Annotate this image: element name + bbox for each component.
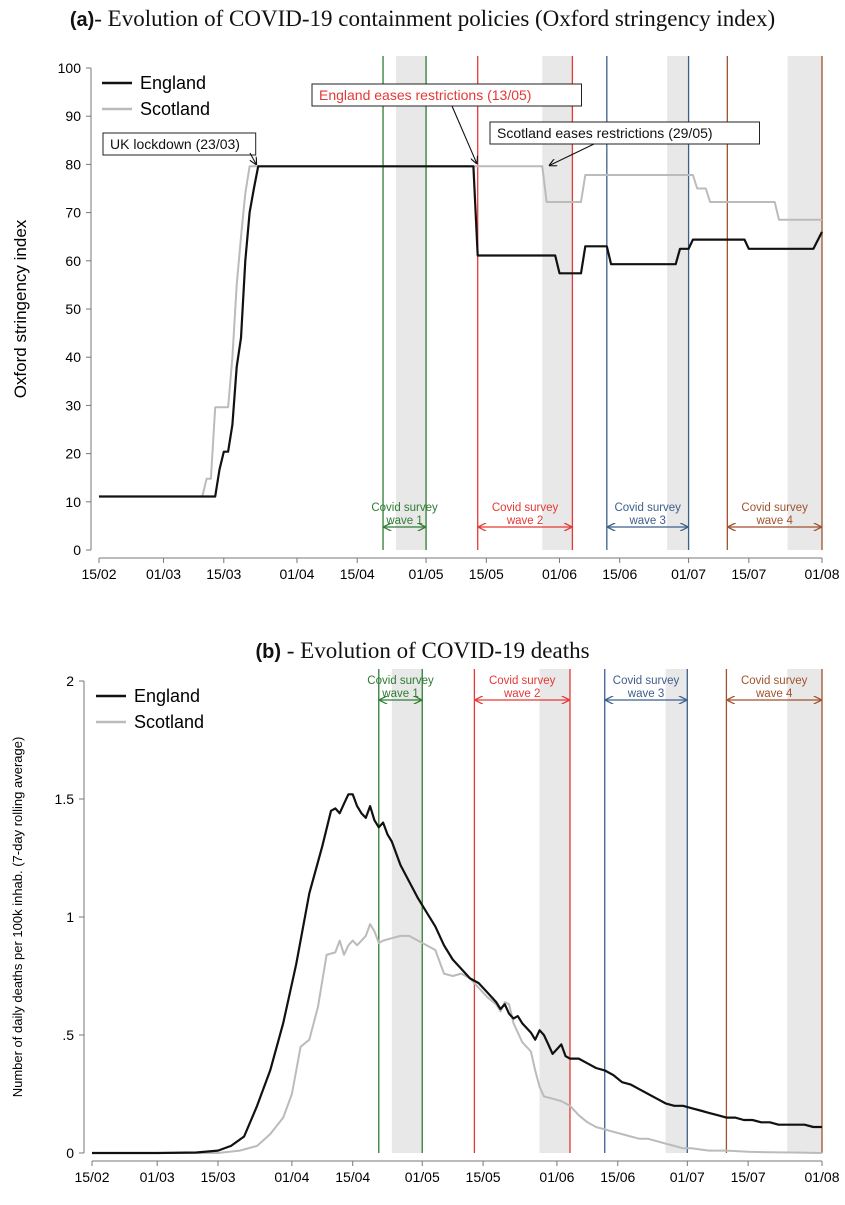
series-line-scotland: [92, 923, 823, 1154]
wave-4-shade: [787, 56, 822, 550]
panel-b-title-text: - Evolution of COVID-19 deaths: [281, 638, 590, 663]
y-tick-label: 80: [65, 156, 81, 172]
x-tick-label: 01/07: [671, 566, 706, 582]
y-tick-label: 0: [66, 1145, 74, 1161]
x-tick-label: 01/05: [409, 566, 444, 582]
deaths-chart: Covid survey wave 1 Covid survey wave 2 Covi…: [10, 669, 840, 1185]
annotation-england-eases-box: [311, 83, 582, 107]
y-tick-label: 10: [65, 494, 81, 510]
y-tick-label: 0: [73, 542, 81, 558]
panel-b-tag: (b): [255, 641, 281, 663]
legend-label-england: England: [134, 686, 200, 706]
x-tick-label: 01/05: [405, 1169, 440, 1185]
x-tick-label: 01/07: [670, 1169, 705, 1185]
x-tick-label: 15/04: [340, 566, 375, 582]
wave-1-label: Covid survey wave 1: [371, 502, 438, 527]
y-tick-label: 60: [65, 253, 81, 269]
annotation-uk-lockdown-arrow: [249, 152, 256, 164]
y-tick-label: 100: [58, 60, 82, 76]
y-tick-label: 2: [66, 673, 74, 689]
annotation-england-eases-arrow: [451, 105, 477, 163]
legend-label-scotland: Scotland: [134, 712, 204, 732]
wave-3-shade: [665, 669, 688, 1153]
x-tick-label: 15/07: [731, 566, 766, 582]
series-line-england: [99, 165, 823, 498]
x-tick-label: 15/03: [206, 566, 241, 582]
wave-1-shade: [395, 56, 427, 550]
y-axis-label: Oxford stringency index: [11, 219, 30, 398]
x-tick-label: 15/06: [600, 1169, 635, 1185]
panel-b-title: (b) - Evolution of COVID-19 deaths: [0, 638, 845, 664]
panel-a-title: (a)- Evolution of COVID-19 containment p…: [0, 6, 845, 32]
x-tick-label: 15/04: [335, 1169, 370, 1185]
legend-label-scotland: Scotland: [140, 99, 210, 119]
x-tick-label: 01/04: [279, 566, 314, 582]
y-tick-label: 40: [65, 349, 81, 365]
annotation-scotland-eases-text: Scotland eases restrictions (29/05): [497, 125, 713, 141]
x-tick-label: 01/06: [542, 566, 577, 582]
x-tick-label: 15/05: [466, 1169, 501, 1185]
wave-4-shade: [787, 669, 822, 1153]
x-tick-label: 01/03: [146, 566, 181, 582]
wave-4-label: Covid survey wave 4: [741, 502, 808, 527]
wave-2-label: Covid survey wave 2: [489, 675, 556, 700]
annotation-scotland-eases-box: [489, 121, 760, 145]
panel-a-title-text: - Evolution of COVID-19 containment poli…: [94, 6, 776, 31]
wave-3-shade: [667, 56, 689, 550]
x-tick-label: 01/04: [274, 1169, 309, 1185]
x-tick-label: 15/05: [469, 566, 504, 582]
wave-2-label: Covid survey wave 2: [492, 502, 559, 527]
y-tick-label: 1.5: [55, 791, 75, 807]
series-line-scotland: [99, 165, 822, 498]
wave-4-label: Covid survey wave 4: [741, 675, 808, 700]
y-tick-label: 20: [65, 446, 81, 462]
wave-3-label: Covid survey wave 3: [614, 502, 681, 527]
x-tick-label: 15/02: [81, 566, 116, 582]
annotation-england-eases-text: England eases restrictions (13/05): [319, 87, 531, 103]
y-tick-label: .5: [62, 1027, 74, 1043]
y-axis-label: Number of daily deaths per 100k inhab. (…: [10, 737, 25, 1098]
stringency-chart: Covid survey wave 1 Covid survey wave 2 Covi…: [11, 56, 840, 582]
x-tick-label: 15/07: [731, 1169, 766, 1185]
x-tick-label: 01/03: [140, 1169, 175, 1185]
x-tick-label: 15/02: [74, 1169, 109, 1185]
wave-1-shade: [391, 669, 423, 1153]
annotation-uk-lockdown-text: UK lockdown (23/03): [110, 136, 240, 152]
x-tick-label: 15/03: [200, 1169, 235, 1185]
x-tick-label: 01/08: [804, 566, 839, 582]
x-tick-label: 01/08: [804, 1169, 839, 1185]
series-line-england: [92, 793, 822, 1155]
x-tick-label: 01/06: [539, 1169, 574, 1185]
legend-label-england: England: [140, 73, 206, 93]
x-tick-label: 15/06: [602, 566, 637, 582]
annotation-uk-lockdown-box: [102, 132, 257, 156]
wave-2-shade: [539, 669, 570, 1153]
annotation-scotland-eases-arrow: [550, 143, 595, 165]
y-tick-label: 90: [65, 108, 81, 124]
wave-1-label: Covid survey wave 1: [367, 675, 434, 700]
wave-3-label: Covid survey wave 3: [613, 675, 680, 700]
y-tick-label: 50: [65, 301, 81, 317]
panel-a-tag: (a): [69, 9, 95, 31]
y-tick-label: 30: [65, 397, 81, 413]
y-tick-label: 70: [65, 205, 81, 221]
y-tick-label: 1: [66, 909, 74, 925]
